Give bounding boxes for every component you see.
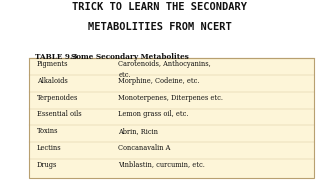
Text: Lectins: Lectins [37,144,61,152]
Text: Vinblastin, curcumin, etc.: Vinblastin, curcumin, etc. [118,161,205,169]
Text: Morphine, Codeine, etc.: Morphine, Codeine, etc. [118,77,200,85]
Text: Alkaloids: Alkaloids [37,77,68,85]
Text: Monoterpenes, Diterpenes etc.: Monoterpenes, Diterpenes etc. [118,94,223,102]
Text: Essential oils: Essential oils [37,111,81,118]
Text: Terpenoides: Terpenoides [37,94,78,102]
Text: Concanavalin A: Concanavalin A [118,144,171,152]
Text: Toxins: Toxins [37,127,58,135]
Text: METABOLITIES FROM NCERT: METABOLITIES FROM NCERT [88,22,232,32]
Text: Lemon grass oil, etc.: Lemon grass oil, etc. [118,111,189,118]
Text: Pigments: Pigments [37,60,68,68]
Text: Drugs: Drugs [37,161,57,169]
Text: Carotenoids, Anthocyanins,
etc.: Carotenoids, Anthocyanins, etc. [118,60,211,79]
Text: Abrin, Ricin: Abrin, Ricin [118,127,158,135]
Text: TRICK TO LEARN THE SECONDARY: TRICK TO LEARN THE SECONDARY [73,2,247,12]
Text: Some Secondary Metabolites: Some Secondary Metabolites [66,53,188,61]
Text: TABLE 9.3: TABLE 9.3 [35,53,78,61]
